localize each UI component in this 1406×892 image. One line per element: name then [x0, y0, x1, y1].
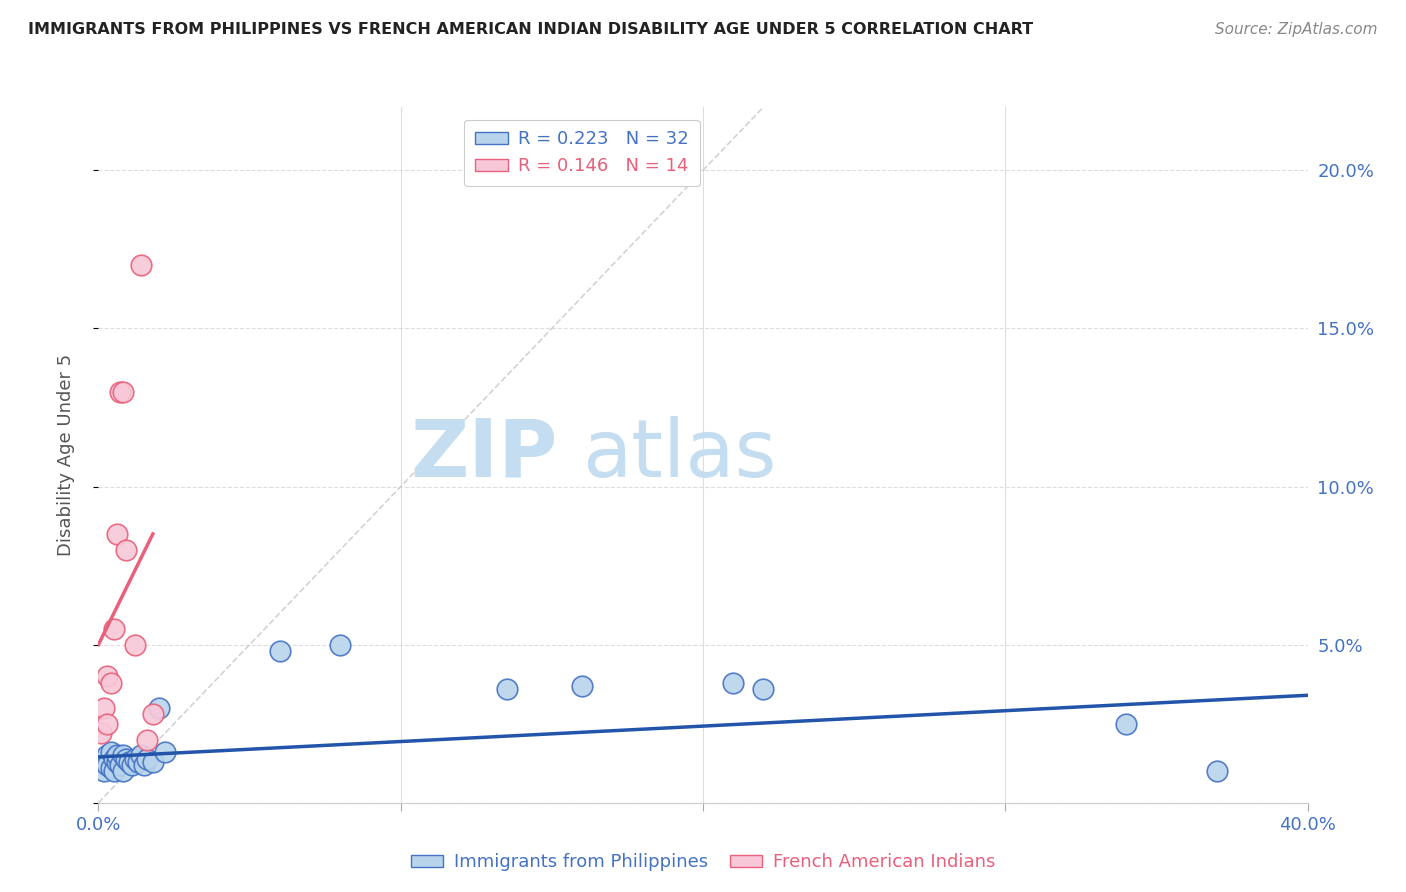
- Point: [571, 679, 593, 693]
- Y-axis label: Disability Age Under 5: Disability Age Under 5: [56, 354, 75, 556]
- Point: [111, 764, 134, 779]
- Point: [129, 748, 152, 763]
- Point: [90, 726, 112, 740]
- Point: [135, 732, 157, 747]
- Point: [142, 755, 165, 769]
- Point: [105, 755, 128, 769]
- Point: [1206, 764, 1229, 779]
- Point: [329, 638, 352, 652]
- Point: [114, 542, 136, 557]
- Point: [93, 764, 115, 779]
- Legend: Immigrants from Philippines, French American Indians: Immigrants from Philippines, French Amer…: [404, 847, 1002, 879]
- Legend: R = 0.223   N = 32, R = 0.146   N = 14: R = 0.223 N = 32, R = 0.146 N = 14: [464, 120, 700, 186]
- Point: [108, 384, 131, 399]
- Point: [105, 748, 128, 763]
- Point: [103, 764, 125, 779]
- Point: [153, 745, 176, 759]
- Point: [132, 757, 155, 772]
- Point: [100, 675, 122, 690]
- Point: [121, 757, 143, 772]
- Point: [129, 258, 152, 272]
- Point: [118, 755, 141, 769]
- Point: [96, 748, 118, 763]
- Point: [124, 751, 146, 765]
- Point: [124, 638, 146, 652]
- Text: IMMIGRANTS FROM PHILIPPINES VS FRENCH AMERICAN INDIAN DISABILITY AGE UNDER 5 COR: IMMIGRANTS FROM PHILIPPINES VS FRENCH AM…: [28, 22, 1033, 37]
- Text: ZIP: ZIP: [411, 416, 558, 494]
- Point: [90, 755, 112, 769]
- Point: [105, 527, 128, 541]
- Point: [142, 707, 165, 722]
- Point: [108, 757, 131, 772]
- Point: [752, 681, 775, 696]
- Point: [269, 644, 291, 658]
- Point: [148, 701, 170, 715]
- Point: [100, 745, 122, 759]
- Text: Source: ZipAtlas.com: Source: ZipAtlas.com: [1215, 22, 1378, 37]
- Point: [103, 622, 125, 636]
- Point: [135, 751, 157, 765]
- Point: [111, 748, 134, 763]
- Point: [723, 675, 745, 690]
- Text: atlas: atlas: [582, 416, 776, 494]
- Point: [93, 701, 115, 715]
- Point: [1115, 716, 1137, 731]
- Point: [127, 755, 149, 769]
- Point: [96, 716, 118, 731]
- Point: [96, 757, 118, 772]
- Point: [495, 681, 517, 696]
- Point: [114, 751, 136, 765]
- Point: [111, 384, 134, 399]
- Point: [96, 669, 118, 683]
- Point: [103, 751, 125, 765]
- Point: [100, 761, 122, 775]
